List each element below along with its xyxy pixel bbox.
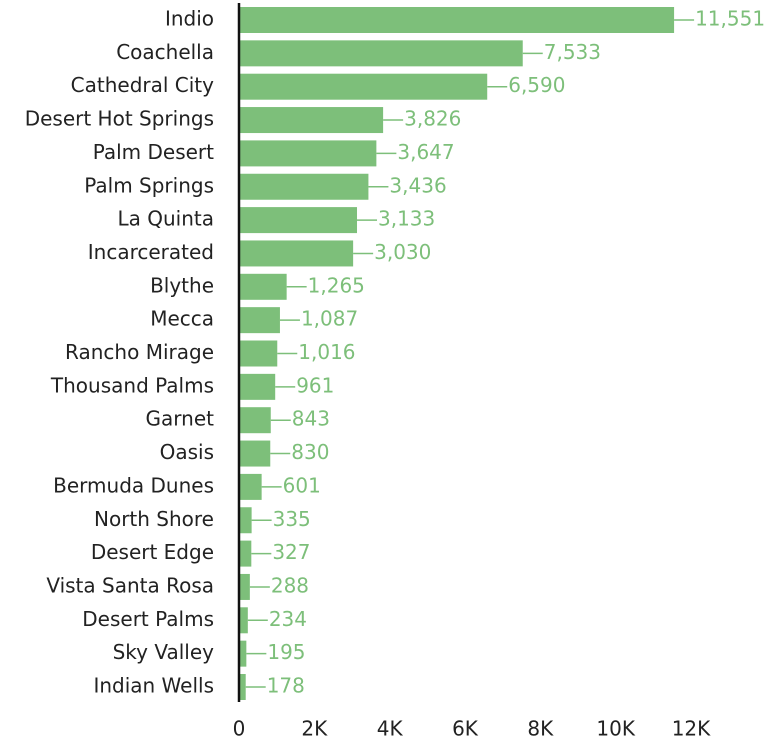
y-tick-label: Vista Santa Rosa [46, 573, 214, 597]
bar [239, 540, 252, 567]
y-tick-label: Blythe [150, 273, 214, 297]
bar [239, 140, 377, 167]
value-label: 1,265 [308, 273, 365, 297]
y-tick-label: North Shore [94, 507, 214, 531]
bar [239, 674, 246, 700]
y-tick-label: Thousand Palms [50, 373, 214, 397]
x-tick-label: 12K [672, 717, 711, 741]
y-tick-label: Mecca [150, 307, 214, 331]
bar [239, 640, 247, 667]
y-tick-label: Coachella [116, 40, 214, 64]
value-label: 3,647 [397, 140, 454, 164]
y-tick-label: Rancho Mirage [65, 340, 214, 364]
bar [239, 340, 278, 367]
bar [239, 40, 523, 67]
value-label: 234 [269, 607, 307, 631]
bar [239, 573, 250, 600]
value-label: 6,590 [508, 73, 565, 97]
value-label: 335 [273, 507, 311, 531]
y-tick-label: Indian Wells [93, 674, 214, 698]
value-label: 3,030 [374, 240, 431, 264]
bar [239, 507, 252, 534]
bar [239, 240, 354, 267]
y-tick-label: Sky Valley [113, 640, 215, 664]
value-label: 1,016 [298, 340, 355, 364]
y-tick-label: Oasis [160, 440, 214, 464]
value-label: 11,551 [695, 7, 765, 31]
value-label: 843 [292, 407, 330, 431]
y-tick-label: Palm Desert [93, 140, 214, 164]
bar [239, 107, 384, 134]
y-tick-label: Desert Edge [91, 540, 214, 564]
value-label: 288 [271, 573, 309, 597]
bar [239, 273, 287, 300]
value-label: 830 [291, 440, 329, 464]
bar [239, 373, 276, 400]
bar [239, 207, 358, 234]
bar [239, 73, 488, 100]
x-tick-label: 0 [233, 717, 246, 741]
value-label: 195 [267, 640, 305, 664]
y-tick-label: Desert Palms [82, 607, 214, 631]
y-tick-label: Incarcerated [88, 240, 214, 264]
bar [239, 173, 369, 200]
y-tick-label: Bermuda Dunes [53, 473, 214, 497]
value-label: 3,436 [389, 173, 446, 197]
bar [239, 473, 262, 500]
bar [239, 607, 248, 634]
x-tick-label: 4K [377, 717, 404, 741]
bar [239, 7, 675, 33]
bar [239, 307, 280, 334]
y-tick-label: Palm Springs [84, 173, 214, 197]
value-label: 3,826 [404, 107, 461, 131]
bar [239, 440, 271, 467]
y-tick-label: Garnet [146, 407, 215, 431]
x-tick-label: 6K [452, 717, 479, 741]
value-label: 178 [267, 674, 305, 698]
value-label: 1,087 [301, 307, 358, 331]
value-label: 961 [296, 373, 334, 397]
y-tick-label: Desert Hot Springs [25, 107, 214, 131]
y-tick-label: Cathedral City [71, 73, 214, 97]
value-label: 601 [283, 473, 321, 497]
value-label: 7,533 [544, 40, 601, 64]
value-label: 327 [272, 540, 310, 564]
y-tick-label: Indio [165, 7, 214, 31]
x-tick-label: 10K [596, 717, 635, 741]
y-tick-label: La Quinta [117, 207, 214, 231]
x-tick-label: 2K [301, 717, 328, 741]
value-label: 3,133 [378, 207, 435, 231]
bar [239, 407, 271, 434]
x-tick-label: 8K [527, 717, 554, 741]
